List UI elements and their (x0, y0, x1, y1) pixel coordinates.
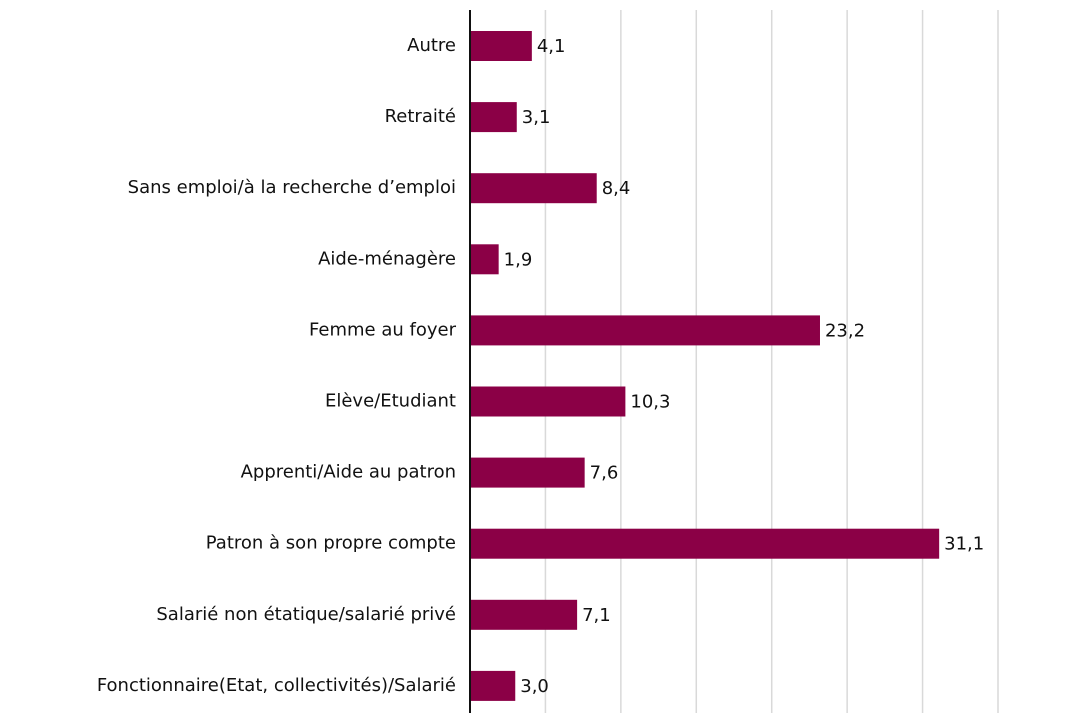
data-label: 3,1 (522, 107, 551, 128)
bar (470, 528, 940, 559)
data-label: 3,0 (520, 676, 549, 697)
data-label: 4,1 (537, 36, 566, 57)
y-tick-label: Retraité (385, 106, 456, 127)
data-label: 23,2 (825, 320, 865, 341)
data-label: 1,9 (504, 249, 533, 270)
y-tick-label: Patron à son propre compte (206, 533, 456, 554)
bar (470, 670, 516, 701)
data-label: 8,4 (602, 178, 631, 199)
y-tick-label: Salarié non étatique/salarié privé (156, 604, 456, 625)
data-label: 7,1 (582, 605, 611, 626)
y-tick-label: Elève/Etudiant (325, 391, 456, 412)
y-tick-label: Femme au foyer (309, 319, 457, 340)
y-tick-label: Autre (407, 35, 456, 56)
bar (470, 102, 517, 133)
bar (470, 173, 597, 204)
y-tick-label: Apprenti/Aide au patron (241, 462, 456, 483)
bar (470, 386, 626, 417)
data-label: 31,1 (944, 534, 984, 555)
bar (470, 457, 585, 488)
bar (470, 244, 499, 275)
data-label: 10,3 (630, 392, 670, 413)
bar (470, 31, 532, 61)
data-label: 7,6 (590, 463, 619, 484)
bar (470, 599, 578, 630)
y-tick-label: Fonctionnaire(Etat, collectivités)/Salar… (97, 675, 456, 696)
y-tick-label: Aide-ménagère (318, 248, 456, 269)
y-tick-label: Sans emploi/à la recherche d’emploi (128, 177, 456, 198)
bar (470, 315, 820, 346)
